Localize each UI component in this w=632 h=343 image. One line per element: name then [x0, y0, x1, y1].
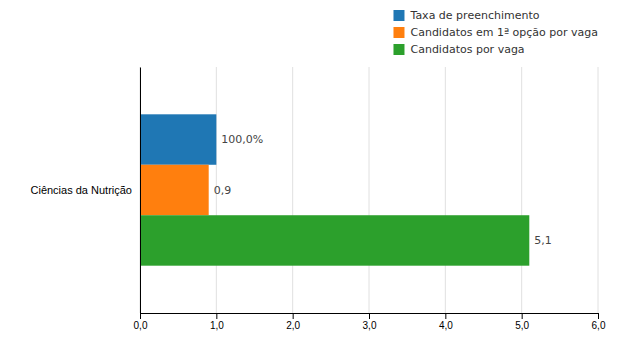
legend-swatch: [393, 10, 404, 21]
data-label: 5,1: [534, 234, 552, 247]
tick: 2,0: [286, 313, 300, 331]
tick-label: 5,0: [515, 320, 529, 331]
legend-label: Taxa de preenchimento: [409, 9, 539, 22]
data-label: 0,9: [214, 184, 232, 197]
bars: [140, 114, 529, 265]
x-axis: 0,0 1,0 2,0 3,0 4,0 5,0 6,0: [134, 313, 606, 331]
tick-mark: [216, 313, 217, 319]
data-labels: 100,0% 0,9 5,1: [214, 133, 552, 247]
tick-label: 1,0: [210, 320, 224, 331]
legend-item: Candidatos em 1ª opção por vaga: [393, 26, 598, 39]
grid-line: [521, 67, 522, 313]
chart: Taxa de preenchimento Candidatos em 1ª op…: [0, 0, 632, 343]
tick-label: 4,0: [439, 320, 453, 331]
tick-label: 3,0: [363, 320, 377, 331]
tick-mark: [598, 313, 599, 319]
tick: 6,0: [592, 313, 606, 331]
tick-label: Ciências da Nutrição: [31, 184, 133, 196]
y-axis: Ciências da Nutrição: [31, 68, 141, 314]
tick-label: 0,0: [134, 320, 148, 331]
grid-line: [598, 67, 599, 313]
tick-mark: [140, 313, 141, 319]
data-label: 100,0%: [221, 133, 263, 146]
grid-line: [140, 67, 141, 313]
axis-line: [141, 314, 599, 320]
tick: 3,0: [363, 313, 377, 331]
tick-mark: [369, 313, 370, 319]
tick: 4,0: [439, 313, 453, 331]
legend-swatch: [393, 27, 404, 38]
tick-label: 2,0: [286, 320, 300, 331]
tick-mark: [445, 313, 446, 319]
tick-mark: [522, 313, 523, 319]
bar: [140, 215, 529, 265]
bar: [140, 165, 209, 215]
legend-label: Candidatos por vaga: [410, 43, 524, 56]
tick-label: 6,0: [592, 320, 606, 331]
grid: [140, 67, 598, 313]
tick-mark: [293, 313, 294, 319]
legend: Taxa de preenchimento Candidatos em 1ª op…: [393, 9, 598, 56]
legend-label: Candidatos em 1ª opção por vaga: [410, 26, 598, 39]
legend-item: Taxa de preenchimento: [393, 9, 539, 22]
tick: 0,0: [134, 313, 148, 331]
legend-item: Candidatos por vaga: [393, 43, 524, 56]
tick: Ciências da Nutrição: [31, 184, 141, 196]
tick: 1,0: [210, 313, 224, 331]
grid-line: [369, 67, 370, 313]
grid-line: [445, 67, 446, 313]
legend-swatch: [393, 44, 404, 55]
tick: 5,0: [515, 313, 529, 331]
bar: [140, 114, 216, 164]
plot: 100,0% 0,9 5,1 0,0 1,0 2,0 3,0 4,0 5,0 6,0 Ciência…: [31, 67, 606, 331]
grid-line: [292, 67, 293, 313]
axis-line: [140, 68, 141, 314]
